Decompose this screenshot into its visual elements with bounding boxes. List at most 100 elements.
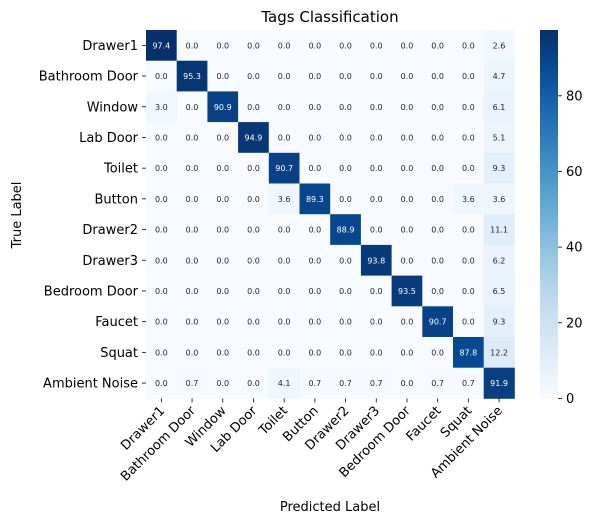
cell-value-label: 0.0 <box>308 287 321 296</box>
heatmap-cell <box>453 275 485 307</box>
y-tick-label: Bathroom Door <box>39 70 139 85</box>
cell-value-label: 0.0 <box>370 287 383 296</box>
heatmap-cell <box>146 306 178 338</box>
heatmap-cell <box>360 183 392 215</box>
cell-value-label: 0.0 <box>401 72 414 81</box>
heatmap-cell <box>360 367 392 399</box>
cell-value-label: 5.1 <box>493 133 506 142</box>
cell-value-label: 0.0 <box>339 256 352 265</box>
heatmap-cell <box>483 214 515 246</box>
cell-value-label: 0.0 <box>247 72 260 81</box>
heatmap-cell <box>391 60 423 92</box>
cell-value-label: 3.6 <box>493 195 506 204</box>
heatmap-cell <box>299 275 331 307</box>
cell-value-label: 0.0 <box>401 318 414 327</box>
cell-value-label: 0.0 <box>155 164 168 173</box>
cell-value-label: 0.0 <box>339 195 352 204</box>
heatmap-cell <box>391 214 423 246</box>
cell-value-label: 0.0 <box>186 256 199 265</box>
y-axis: Drawer1 Bathroom Door Window Lab Door Toilet… <box>39 39 146 392</box>
heatmap-cell <box>360 152 392 184</box>
heatmap-cell <box>422 214 454 246</box>
cell-value-label: 0.0 <box>462 287 475 296</box>
heatmap-cell <box>391 152 423 184</box>
colorbar-tick-label: 80 <box>566 89 583 104</box>
heatmap-cell <box>330 337 362 369</box>
heatmap-cell <box>299 214 331 246</box>
colorbar-tick-label: 0 <box>566 392 574 407</box>
cell-value-label: 4.7 <box>493 72 506 81</box>
heatmap-cell <box>330 275 362 307</box>
heatmap-cell <box>391 275 423 307</box>
heatmap-cell <box>207 214 239 246</box>
cell-value-label: 0.0 <box>155 226 168 235</box>
heatmap-cell <box>453 122 485 154</box>
heatmap-cell <box>422 244 454 276</box>
heatmap-cell <box>146 152 178 184</box>
colorbar-tick-label: 40 <box>566 241 583 256</box>
heatmap-cell <box>360 214 392 246</box>
heatmap-cell <box>238 183 270 215</box>
cell-value-label: 0.0 <box>308 164 321 173</box>
heatmap-cell <box>330 183 362 215</box>
cell-value-label: 0.0 <box>370 164 383 173</box>
heatmap-cell <box>207 30 239 62</box>
heatmap-cell <box>453 152 485 184</box>
heatmap-cell <box>146 244 178 276</box>
heatmap-cell <box>268 337 300 369</box>
heatmap-cell <box>268 60 300 92</box>
heatmap-cell <box>483 367 515 399</box>
heatmap-cell <box>422 275 454 307</box>
cell-value-label: 0.0 <box>155 287 168 296</box>
heatmap-cell <box>422 183 454 215</box>
heatmap-cell <box>483 122 515 154</box>
x-tick-label: Faucet <box>404 404 445 445</box>
heatmap-cell <box>299 183 331 215</box>
heatmap-cell <box>176 152 208 184</box>
heatmap-cell <box>391 244 423 276</box>
heatmap-cell <box>299 306 331 338</box>
heatmap-cell <box>330 91 362 123</box>
cell-value-label: 0.0 <box>247 256 260 265</box>
cell-value-label: 0.0 <box>370 72 383 81</box>
cell-value-label: 0.0 <box>401 164 414 173</box>
cell-value-label: 0.7 <box>308 379 321 388</box>
heatmap-cell <box>453 183 485 215</box>
heatmap-cell <box>207 275 239 307</box>
heatmap-cell <box>360 91 392 123</box>
cell-value-label: 0.0 <box>462 226 475 235</box>
cell-value-label: 0.0 <box>216 195 229 204</box>
cell-value-label: 0.0 <box>278 72 291 81</box>
cell-value-label: 0.0 <box>431 164 444 173</box>
heatmap-cell <box>238 367 270 399</box>
cell-value-label: 12.2 <box>490 348 508 357</box>
cell-value-label: 0.0 <box>401 133 414 142</box>
heatmap-cell <box>176 122 208 154</box>
heatmap-cell <box>391 91 423 123</box>
heatmap-cell <box>422 367 454 399</box>
heatmap-cell <box>238 60 270 92</box>
heatmap-cell <box>360 60 392 92</box>
heatmap-cell <box>146 183 178 215</box>
heatmap-cell <box>391 183 423 215</box>
heatmap-cell <box>176 244 208 276</box>
heatmap-cell <box>146 122 178 154</box>
cell-value-label: 3.6 <box>278 195 291 204</box>
cell-value-label: 0.0 <box>308 133 321 142</box>
heatmap-cell <box>422 30 454 62</box>
heatmap-cell <box>299 60 331 92</box>
heatmap-cell <box>360 30 392 62</box>
cell-value-label: 0.0 <box>186 164 199 173</box>
cell-value-label: 0.7 <box>370 379 383 388</box>
cell-value-label: 0.0 <box>462 103 475 112</box>
heatmap-cell <box>176 91 208 123</box>
cell-value-label: 0.0 <box>370 348 383 357</box>
heatmap-cell <box>238 91 270 123</box>
cell-value-label: 0.0 <box>431 41 444 50</box>
cell-value-label: 0.0 <box>278 133 291 142</box>
cell-value-label: 0.0 <box>308 256 321 265</box>
cell-value-label: 0.0 <box>216 287 229 296</box>
heatmap-cell <box>360 306 392 338</box>
cell-value-label: 0.0 <box>186 103 199 112</box>
